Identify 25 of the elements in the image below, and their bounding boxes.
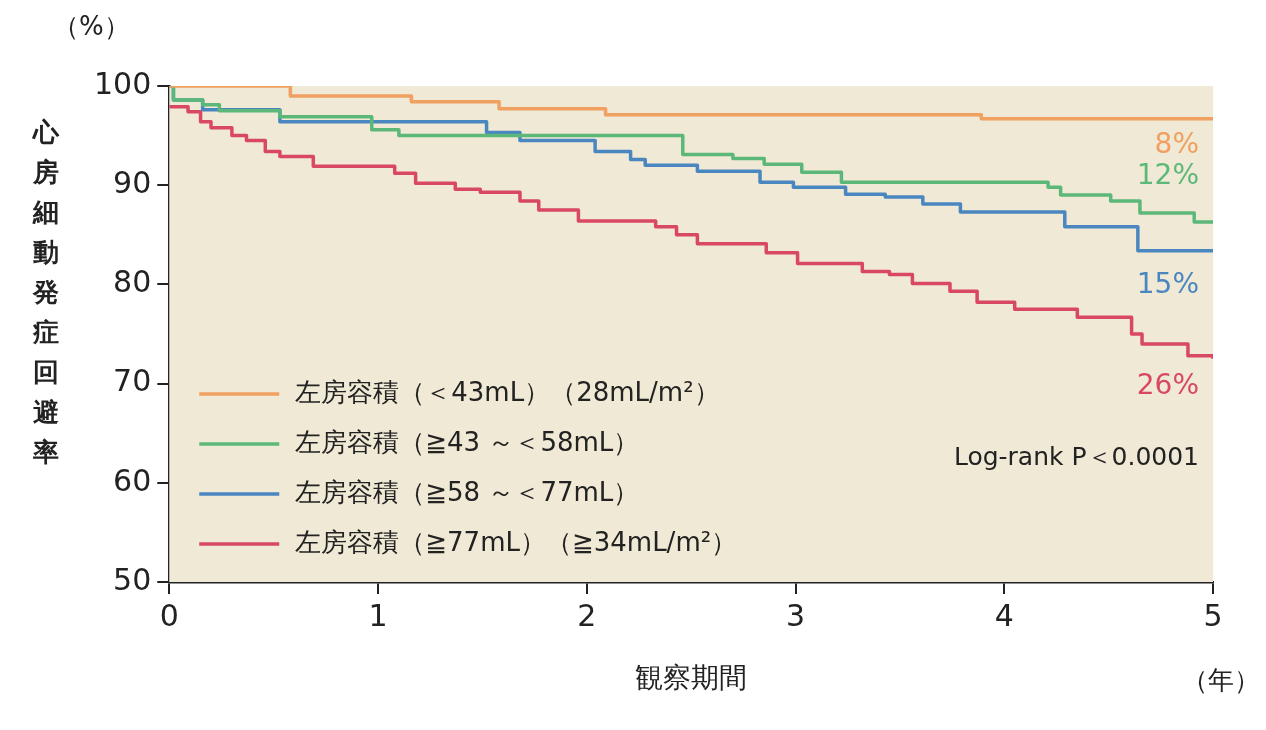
x-axis-title: 観察期間 [635,661,748,695]
legend-label: 左房容積（≧43 ～＜58mL） [295,426,640,457]
x-tick-label: 2 [577,597,597,633]
y-tick-label: 80 [113,264,152,300]
x-tick-label: 3 [785,597,806,633]
x-tick-label: 1 [368,597,388,633]
y-tick-label: 70 [113,363,152,399]
y-tick-label: 50 [113,561,152,597]
legend-label: 左房容積（＜43mL）（28mL/m²） [295,376,720,407]
annotation: 8% [1154,127,1199,161]
x-tick-label: 5 [1203,597,1223,633]
y-tick-label: 60 [113,462,152,498]
text: （%） [52,10,130,41]
annotation: 15% [1136,266,1199,300]
text: （年） [1182,664,1260,695]
x-tick-label: 4 [994,597,1014,633]
legend-label: 左房容積（≧58 ～＜77mL） [295,476,640,507]
legend-label: 左房容積（≧77mL）（≧34mL/m²） [295,526,738,557]
y-tick-label: 90 [113,165,152,200]
y-tick-label: 100 [94,65,152,101]
annotation: 12% [1136,158,1199,192]
x-tick-label: 0 [159,597,179,633]
annotation: Log-rank P＜0.0001 [953,441,1199,471]
text: 心房細動発症回避率 [33,116,59,467]
annotation: 26% [1136,368,1199,402]
